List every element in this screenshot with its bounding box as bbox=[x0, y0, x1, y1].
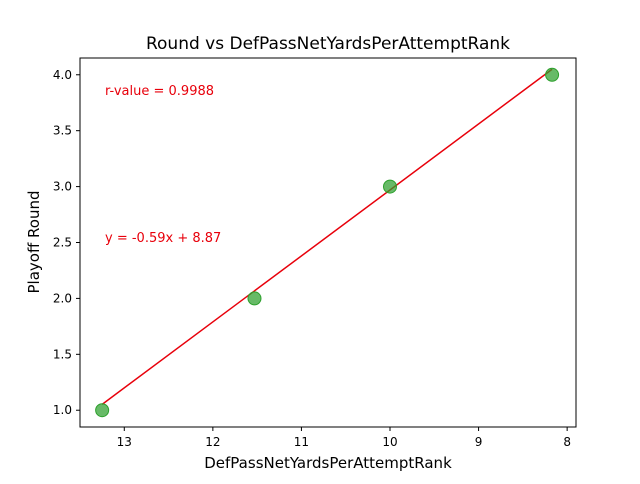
x-tick-label: 13 bbox=[117, 435, 132, 449]
y-tick-label: 1.0 bbox=[53, 403, 72, 417]
x-tick-label: 9 bbox=[475, 435, 483, 449]
data-point bbox=[545, 67, 560, 82]
y-tick-label: 1.5 bbox=[53, 347, 72, 361]
y-tick-label: 4.0 bbox=[53, 68, 72, 82]
chart-title: Round vs DefPassNetYardsPerAttemptRank bbox=[146, 34, 510, 54]
point-layer bbox=[95, 67, 560, 418]
plot-area: 13 12 11 10 9 8 1.0 1.5 2.0 2.5 3.0 3.5 4.0 bbox=[53, 57, 577, 449]
data-point bbox=[247, 291, 262, 306]
y-tick-layer: 1.0 1.5 2.0 2.5 3.0 3.5 4.0 bbox=[53, 68, 80, 417]
x-tick-layer: 13 12 11 10 9 8 bbox=[117, 427, 571, 449]
data-point bbox=[95, 403, 110, 418]
r-value-annotation: r-value = 0.9988 bbox=[105, 84, 214, 99]
fit-line bbox=[101, 68, 553, 405]
data-point bbox=[383, 179, 397, 194]
fit-equation-annotation: y = -0.59x + 8.87 bbox=[105, 231, 221, 246]
x-tick-label: 12 bbox=[205, 435, 220, 449]
y-tick-label: 2.0 bbox=[53, 291, 72, 305]
x-tick-label: 11 bbox=[294, 435, 309, 449]
x-tick-label: 8 bbox=[563, 435, 571, 449]
x-axis-label: DefPassNetYardsPerAttemptRank bbox=[204, 454, 452, 472]
y-tick-label: 3.5 bbox=[53, 124, 72, 138]
fit-line-layer bbox=[101, 68, 553, 405]
y-axis-label: Playoff Round bbox=[25, 190, 43, 293]
x-tick-label: 10 bbox=[382, 435, 397, 449]
y-tick-label: 3.0 bbox=[53, 180, 72, 194]
y-tick-label: 2.5 bbox=[53, 236, 72, 250]
